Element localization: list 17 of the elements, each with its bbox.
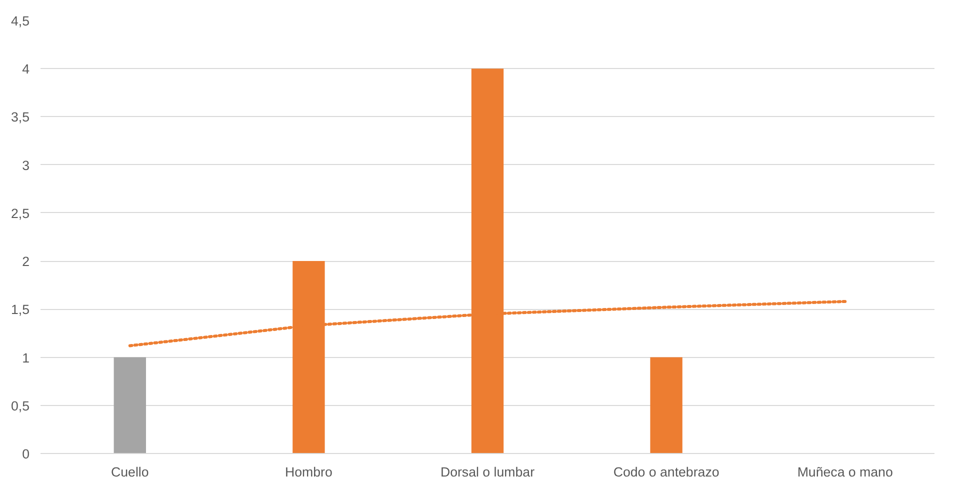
y-tick-label: 3 — [22, 158, 30, 173]
bar — [650, 357, 682, 454]
x-tick-label: Dorsal o lumbar — [440, 464, 536, 480]
y-tick-label: 3,5 — [10, 110, 30, 125]
x-tick-label: Cuello — [111, 464, 149, 480]
y-tick-label: 4 — [22, 62, 30, 77]
y-tick-label: 4,5 — [10, 14, 30, 28]
x-tick-label: Codo o antebrazo — [613, 464, 720, 480]
x-tick-label: Muñeca o mano — [797, 464, 893, 480]
y-tick-label: 2 — [22, 254, 30, 270]
y-tick-label: 1 — [22, 350, 30, 366]
y-tick-label: 2,5 — [10, 206, 30, 221]
y-tick-label: 1,5 — [10, 302, 30, 318]
bar — [114, 357, 146, 454]
y-tick-label: 0,5 — [10, 398, 30, 414]
x-tick-label: Hombro — [285, 464, 332, 480]
y-tick-label: 0 — [22, 446, 30, 462]
